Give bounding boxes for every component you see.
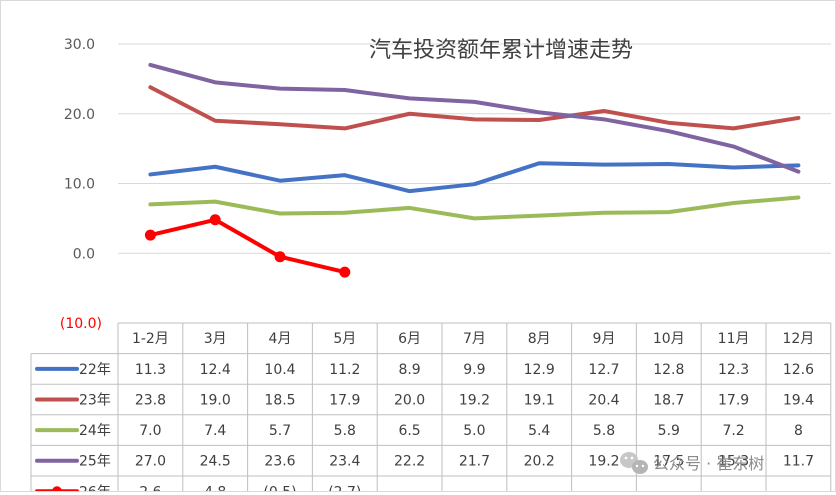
series-line-25年 [148, 62, 801, 174]
table-cell: 5.4 [528, 423, 550, 439]
category-label: 5月 [333, 331, 356, 347]
table-cell: 5.8 [334, 423, 356, 439]
table-cell: 18.5 [264, 393, 295, 409]
table-cell: 12.6 [783, 362, 814, 378]
table-cell: 11.2 [329, 362, 360, 378]
gridlines [118, 43, 831, 254]
table-cell: 27.0 [135, 454, 166, 470]
category-label: 4月 [269, 331, 292, 347]
data-point [209, 214, 221, 226]
table-cell: 5.8 [593, 423, 615, 439]
table-cell: 8.9 [398, 362, 420, 378]
table-cell: 20.2 [524, 454, 555, 470]
table-cell: 21.7 [459, 454, 490, 470]
table-cell: 19.2 [588, 454, 619, 470]
table-cell: 19.4 [783, 393, 814, 409]
table-cell: 12.9 [524, 362, 555, 378]
table-cell: 23.4 [329, 454, 360, 470]
y-tick-label: (10.0) [60, 316, 102, 332]
data-point [274, 251, 286, 263]
table-cell: 10.4 [264, 362, 295, 378]
table-cell: 12.4 [200, 362, 231, 378]
category-label: 12月 [782, 331, 814, 347]
table-cell: 5.9 [658, 423, 680, 439]
category-label: 9月 [593, 331, 616, 347]
table-cell: (2.7) [328, 484, 361, 491]
y-axis-ticks: 30.0 20.0 10.0 0.0 (10.0) [60, 37, 102, 332]
table-cell: 11.7 [783, 454, 814, 470]
table-cell: 17.9 [718, 393, 749, 409]
table-cell: 24.5 [200, 454, 231, 470]
data-point [144, 229, 156, 241]
y-tick-label: 0.0 [73, 246, 95, 262]
table-cell: 22.2 [394, 454, 425, 470]
category-label: 7月 [463, 331, 486, 347]
table-cell: 15.3 [718, 454, 749, 470]
table-cell: 12.3 [718, 362, 749, 378]
category-label: 3月 [204, 331, 227, 347]
table-cell: (0.5) [263, 484, 296, 491]
category-label: 8月 [528, 331, 551, 347]
table-cell: 5.7 [269, 423, 291, 439]
table-cell: 2.6 [139, 484, 161, 491]
chart-title: 汽车投资额年累计增速走势 [369, 38, 633, 63]
table-cell: 18.7 [653, 393, 684, 409]
table-cell: 12.7 [588, 362, 619, 378]
table-cell: 8 [794, 423, 803, 439]
y-tick-label: 20.0 [64, 107, 95, 123]
table-cell: 6.5 [398, 423, 420, 439]
category-label: 10月 [653, 331, 685, 347]
data-table: 1-2月 3月 4月 5月 6月 7月 8月 9月 10月 11月 12月 22年 11.3 12.4 10… [30, 322, 832, 495]
series-line-23年 [148, 85, 801, 131]
category-label: 11月 [718, 331, 750, 347]
series-name: 24年 [79, 423, 111, 439]
table-cell: 7.2 [722, 423, 744, 439]
table-cell: 17.9 [329, 393, 360, 409]
series-name: 26年 [79, 484, 111, 491]
data-point [339, 266, 351, 278]
table-cell: 19.1 [524, 393, 555, 409]
series-name: 25年 [79, 454, 111, 470]
y-tick-label: 10.0 [64, 177, 95, 193]
series-line-24年 [148, 195, 801, 221]
table-cell: 19.0 [200, 393, 231, 409]
table-cell: 17.5 [653, 454, 684, 470]
series-line-26年 [148, 217, 347, 275]
table-cell: 23.8 [135, 393, 166, 409]
table-cell: 19.2 [459, 393, 490, 409]
category-label: 1-2月 [132, 331, 169, 347]
table-cell: 9.9 [463, 362, 485, 378]
table-cell: 4.8 [204, 484, 226, 491]
table-cell: 20.0 [394, 393, 425, 409]
series-line-22年 [148, 161, 801, 194]
table-cell: 7.0 [139, 423, 161, 439]
series-name: 22年 [79, 362, 111, 378]
series-lines [144, 62, 801, 278]
legend-marker [52, 486, 62, 495]
table-cell: 11.3 [135, 362, 166, 378]
watermark-text: 公众号 · 崔东树 [653, 454, 764, 473]
table-cell: 23.6 [264, 454, 295, 470]
table-cell: 5.0 [463, 423, 485, 439]
table-cell: 12.8 [653, 362, 684, 378]
table-cell: 20.4 [588, 393, 619, 409]
y-tick-label: 30.0 [64, 37, 95, 53]
table-cell: 7.4 [204, 423, 226, 439]
wechat-icon [620, 452, 648, 474]
watermark: 公众号 · 崔东树 [620, 452, 764, 474]
category-label: 6月 [398, 331, 421, 347]
series-name: 23年 [79, 393, 111, 409]
